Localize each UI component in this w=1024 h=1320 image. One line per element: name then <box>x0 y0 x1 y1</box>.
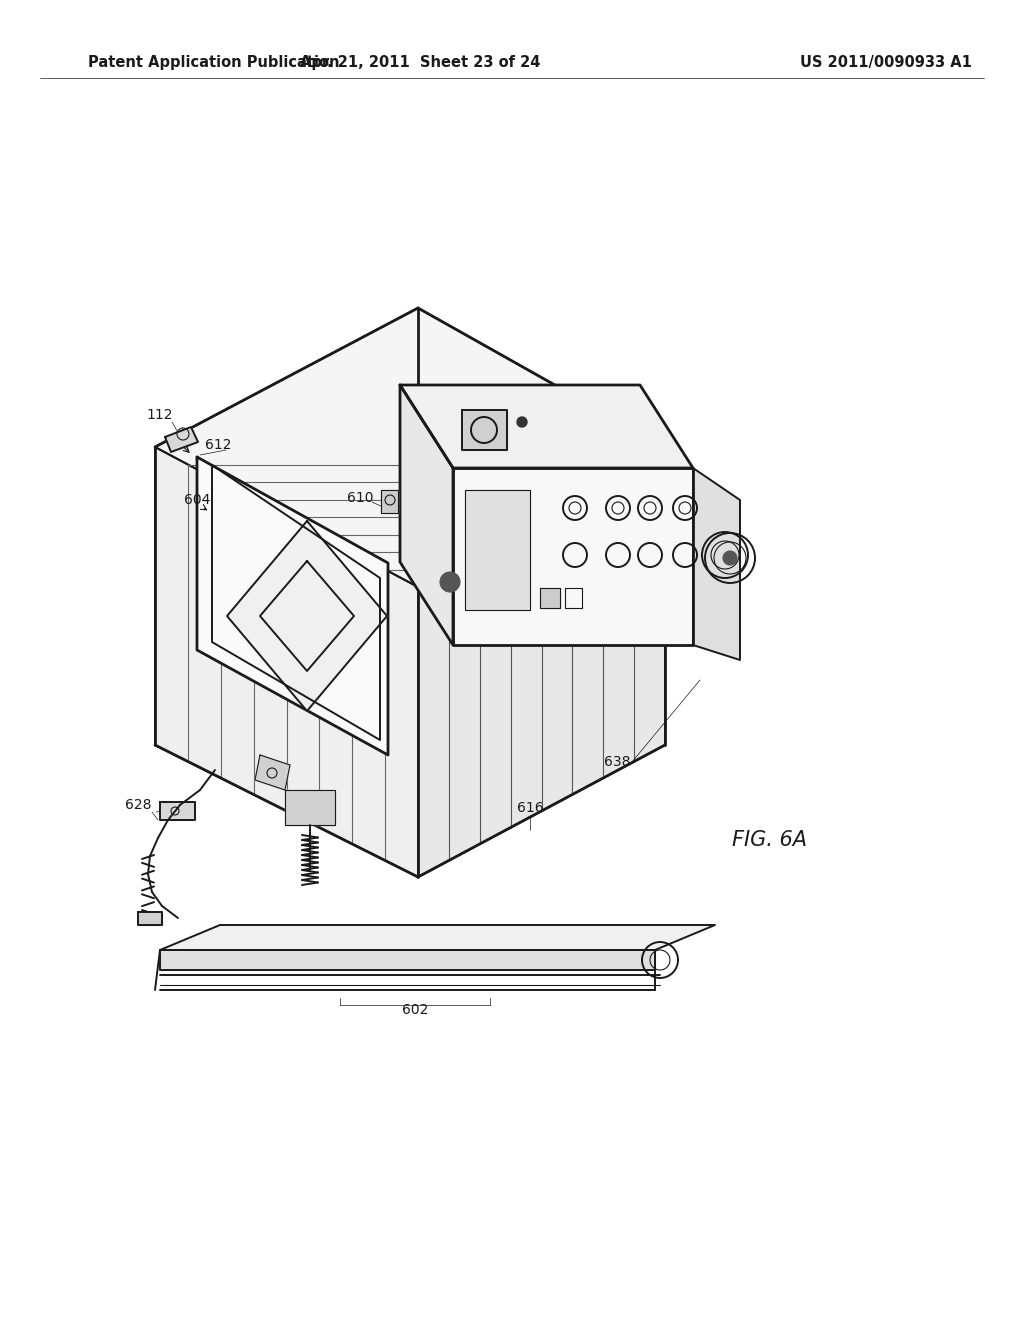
Polygon shape <box>462 411 507 450</box>
Text: FIG. 6A: FIG. 6A <box>732 830 808 850</box>
Circle shape <box>723 550 737 565</box>
Text: 610: 610 <box>347 491 374 506</box>
Polygon shape <box>160 803 195 820</box>
Text: 608: 608 <box>292 643 318 657</box>
Polygon shape <box>418 447 665 876</box>
Text: 628: 628 <box>126 799 152 812</box>
Circle shape <box>517 417 527 426</box>
Polygon shape <box>381 490 398 513</box>
Polygon shape <box>465 490 530 610</box>
Circle shape <box>440 572 460 591</box>
Polygon shape <box>160 925 715 950</box>
Text: 602: 602 <box>401 1003 428 1016</box>
Text: 616: 616 <box>517 801 544 814</box>
Polygon shape <box>540 587 560 609</box>
Polygon shape <box>285 789 335 825</box>
Polygon shape <box>227 521 387 711</box>
Polygon shape <box>400 385 693 469</box>
Polygon shape <box>400 385 453 645</box>
Polygon shape <box>160 950 655 970</box>
Polygon shape <box>197 457 388 755</box>
Text: 638: 638 <box>604 755 630 770</box>
Polygon shape <box>693 469 740 660</box>
Text: 612: 612 <box>205 438 231 451</box>
Polygon shape <box>155 308 665 587</box>
Text: Apr. 21, 2011  Sheet 23 of 24: Apr. 21, 2011 Sheet 23 of 24 <box>300 54 541 70</box>
Polygon shape <box>255 755 290 789</box>
Text: Patent Application Publication: Patent Application Publication <box>88 54 340 70</box>
Polygon shape <box>453 469 693 645</box>
Text: 606: 606 <box>587 523 613 537</box>
Text: 112: 112 <box>146 408 173 422</box>
Polygon shape <box>165 426 198 451</box>
Text: 604: 604 <box>184 492 210 507</box>
Text: US 2011/0090933 A1: US 2011/0090933 A1 <box>800 54 972 70</box>
Polygon shape <box>155 447 418 876</box>
Polygon shape <box>138 912 162 925</box>
